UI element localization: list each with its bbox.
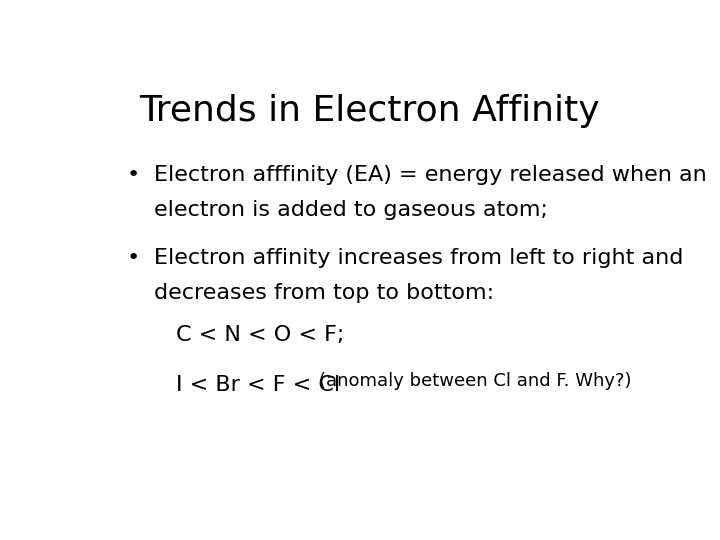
Text: (anomaly between Cl and F. Why?): (anomaly between Cl and F. Why?) xyxy=(319,373,631,390)
Text: decreases from top to bottom:: decreases from top to bottom: xyxy=(154,283,495,303)
Text: •: • xyxy=(126,165,140,185)
Text: Electron afffinity (EA) = energy released when an: Electron afffinity (EA) = energy release… xyxy=(154,165,707,185)
Text: •: • xyxy=(126,248,140,268)
Text: I < Br < F < Cl: I < Br < F < Cl xyxy=(176,375,348,395)
Text: electron is added to gaseous atom;: electron is added to gaseous atom; xyxy=(154,200,548,220)
Text: Electron affinity increases from left to right and: Electron affinity increases from left to… xyxy=(154,248,683,268)
Text: Trends in Electron Affinity: Trends in Electron Affinity xyxy=(139,94,599,128)
Text: C < N < O < F;: C < N < O < F; xyxy=(176,325,345,345)
